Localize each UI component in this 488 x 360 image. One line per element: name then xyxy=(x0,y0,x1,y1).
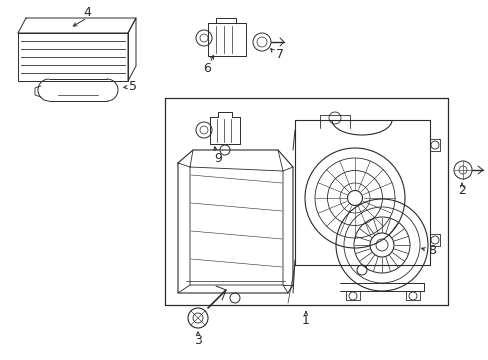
Text: 5: 5 xyxy=(129,81,137,94)
Text: 4: 4 xyxy=(83,6,91,19)
Text: 3: 3 xyxy=(194,333,202,346)
Text: 6: 6 xyxy=(203,62,210,75)
Text: 9: 9 xyxy=(214,152,222,165)
Text: 7: 7 xyxy=(275,49,284,62)
Text: 2: 2 xyxy=(457,184,465,197)
Text: 1: 1 xyxy=(302,314,309,327)
Text: 8: 8 xyxy=(427,243,435,256)
